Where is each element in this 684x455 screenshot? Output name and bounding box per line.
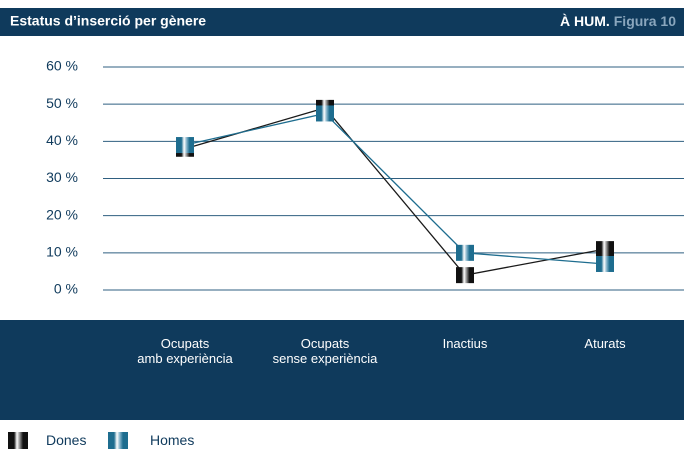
y-tick-label: 60 % — [46, 58, 78, 74]
figure-number: Figura 10 — [614, 13, 676, 29]
series-line — [184, 112, 606, 265]
source-label: À HUM. — [560, 13, 610, 29]
y-tick-label: 10 % — [46, 244, 78, 260]
point-marker — [456, 267, 474, 284]
header-bar — [0, 8, 684, 36]
point-marker — [456, 244, 474, 261]
point-marker — [176, 137, 194, 154]
legend-swatch — [108, 432, 128, 449]
legend-label: Homes — [150, 432, 195, 448]
point-marker — [316, 105, 334, 122]
legend-label: Dones — [46, 432, 87, 448]
point-marker — [596, 255, 614, 272]
y-tick-label: 0 % — [54, 281, 78, 297]
y-tick-label: 30 % — [46, 169, 78, 185]
chart-title: Estatus d’inserció per gènere — [10, 13, 206, 29]
series-line — [184, 107, 606, 276]
x-tick-label: Ocupats sense experiència — [272, 336, 378, 366]
figure-label: À HUM. Figura 10 — [560, 13, 676, 29]
y-tick-label: 20 % — [46, 206, 78, 222]
legend-swatch — [8, 432, 28, 449]
x-tick-label: Ocupats amb experiència — [137, 336, 233, 366]
x-tick-label: Inactius — [442, 336, 488, 351]
category-band — [0, 320, 684, 420]
y-tick-label: 40 % — [46, 132, 78, 148]
x-tick-label: Aturats — [584, 336, 626, 351]
point-marker — [596, 241, 614, 258]
y-tick-label: 50 % — [46, 95, 78, 111]
